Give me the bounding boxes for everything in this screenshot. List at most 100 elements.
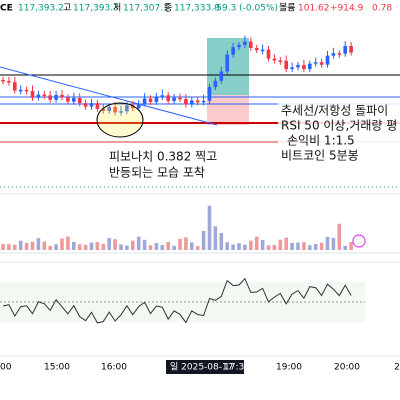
candle bbox=[119, 111, 123, 113]
volume-bar bbox=[60, 238, 64, 250]
cursor-label-bg bbox=[166, 360, 244, 374]
volume-bar bbox=[131, 240, 135, 250]
volume-bar bbox=[302, 242, 306, 250]
volume-bar bbox=[1, 243, 5, 250]
candle bbox=[195, 100, 200, 103]
candle bbox=[266, 49, 271, 59]
volume-bar bbox=[13, 244, 17, 250]
volume-bar bbox=[237, 243, 241, 250]
volume-bar bbox=[213, 226, 218, 250]
note-text: 반등되는 모습 포착 bbox=[109, 166, 205, 180]
candle bbox=[18, 89, 23, 92]
volume-bar bbox=[95, 242, 100, 250]
highlight-circle bbox=[96, 102, 144, 138]
candle bbox=[95, 103, 100, 109]
candle bbox=[101, 108, 106, 111]
candle bbox=[30, 91, 35, 98]
candle bbox=[296, 65, 300, 68]
cursor-label: 일 2025-08-17 bbox=[170, 362, 233, 373]
cursor-time: 17:35 bbox=[224, 363, 250, 373]
volume-bar bbox=[260, 239, 265, 250]
volume: 101.62 bbox=[298, 4, 330, 14]
x-label: 00 bbox=[0, 363, 12, 373]
x-label: 19:00 bbox=[276, 363, 302, 373]
volume-bar bbox=[195, 245, 200, 250]
candle bbox=[260, 49, 265, 52]
note-box bbox=[106, 148, 224, 182]
candle bbox=[325, 55, 330, 65]
candle bbox=[302, 65, 306, 70]
volume-bar bbox=[184, 237, 188, 250]
volume-bar bbox=[83, 244, 88, 250]
volume-bar bbox=[178, 238, 182, 250]
change: -59.3 (-0.05%) bbox=[213, 4, 278, 14]
volume-bar bbox=[142, 239, 147, 250]
volume-bar bbox=[24, 243, 29, 250]
open: 117,393.2 bbox=[18, 4, 64, 14]
header-bar bbox=[0, 0, 400, 15]
candle bbox=[77, 98, 82, 104]
symbol: CE bbox=[0, 4, 13, 14]
volume-bar bbox=[331, 237, 336, 250]
note-text: 비트코인 5분봉 bbox=[281, 149, 359, 163]
candle bbox=[349, 46, 353, 53]
volume-bar bbox=[266, 245, 271, 250]
candle bbox=[148, 98, 153, 102]
candle bbox=[66, 97, 70, 102]
candle bbox=[207, 87, 212, 101]
volume-bar bbox=[72, 241, 76, 250]
volume-bar bbox=[172, 245, 176, 250]
candle bbox=[290, 67, 294, 70]
volume-bar bbox=[148, 245, 153, 250]
volume-bar bbox=[113, 239, 117, 250]
candle bbox=[113, 107, 117, 113]
candle bbox=[190, 100, 194, 105]
volume-bar bbox=[154, 243, 159, 250]
candle bbox=[83, 103, 88, 107]
candle bbox=[254, 47, 259, 51]
volume-bar bbox=[290, 242, 294, 250]
volume-bar bbox=[66, 236, 70, 250]
candle bbox=[13, 82, 17, 91]
volume-bar bbox=[89, 242, 94, 250]
x-label: 16:00 bbox=[101, 363, 127, 373]
candle bbox=[48, 95, 52, 100]
candle bbox=[160, 95, 165, 98]
candle bbox=[278, 60, 283, 62]
rsi-line bbox=[2, 277, 352, 324]
close: 117,333.9 bbox=[174, 4, 220, 14]
candle bbox=[42, 94, 47, 97]
candle bbox=[249, 41, 253, 48]
note-text: RSI 50 이상,거래량 평 bbox=[281, 119, 397, 133]
candle bbox=[308, 63, 312, 70]
volume-bar bbox=[77, 244, 82, 250]
candle bbox=[7, 81, 11, 83]
volume-bar bbox=[190, 242, 194, 250]
candle bbox=[107, 107, 111, 111]
x-label: 2 bbox=[394, 363, 400, 373]
volume-bar bbox=[313, 243, 318, 250]
volume-bar bbox=[18, 240, 23, 250]
low-label: 저 bbox=[113, 3, 121, 14]
volume-bar bbox=[325, 236, 330, 250]
candle bbox=[225, 54, 229, 72]
candle bbox=[213, 80, 218, 88]
candle bbox=[172, 97, 176, 102]
volume-bar bbox=[319, 242, 324, 250]
volume-bar bbox=[42, 241, 47, 250]
high-label: 고 bbox=[63, 4, 71, 14]
candle bbox=[72, 98, 76, 102]
candle bbox=[36, 94, 41, 98]
volume-bar bbox=[284, 237, 288, 250]
volume-bar bbox=[7, 244, 11, 250]
volume-bar bbox=[36, 238, 41, 250]
candle bbox=[89, 103, 94, 107]
trend-line bbox=[0, 66, 218, 126]
volume-bar bbox=[278, 239, 283, 250]
candle bbox=[166, 95, 170, 102]
close-label: 종 bbox=[164, 3, 172, 14]
candle bbox=[24, 89, 29, 92]
volume-pct: 0.78 bbox=[372, 4, 392, 14]
candle bbox=[231, 47, 235, 55]
